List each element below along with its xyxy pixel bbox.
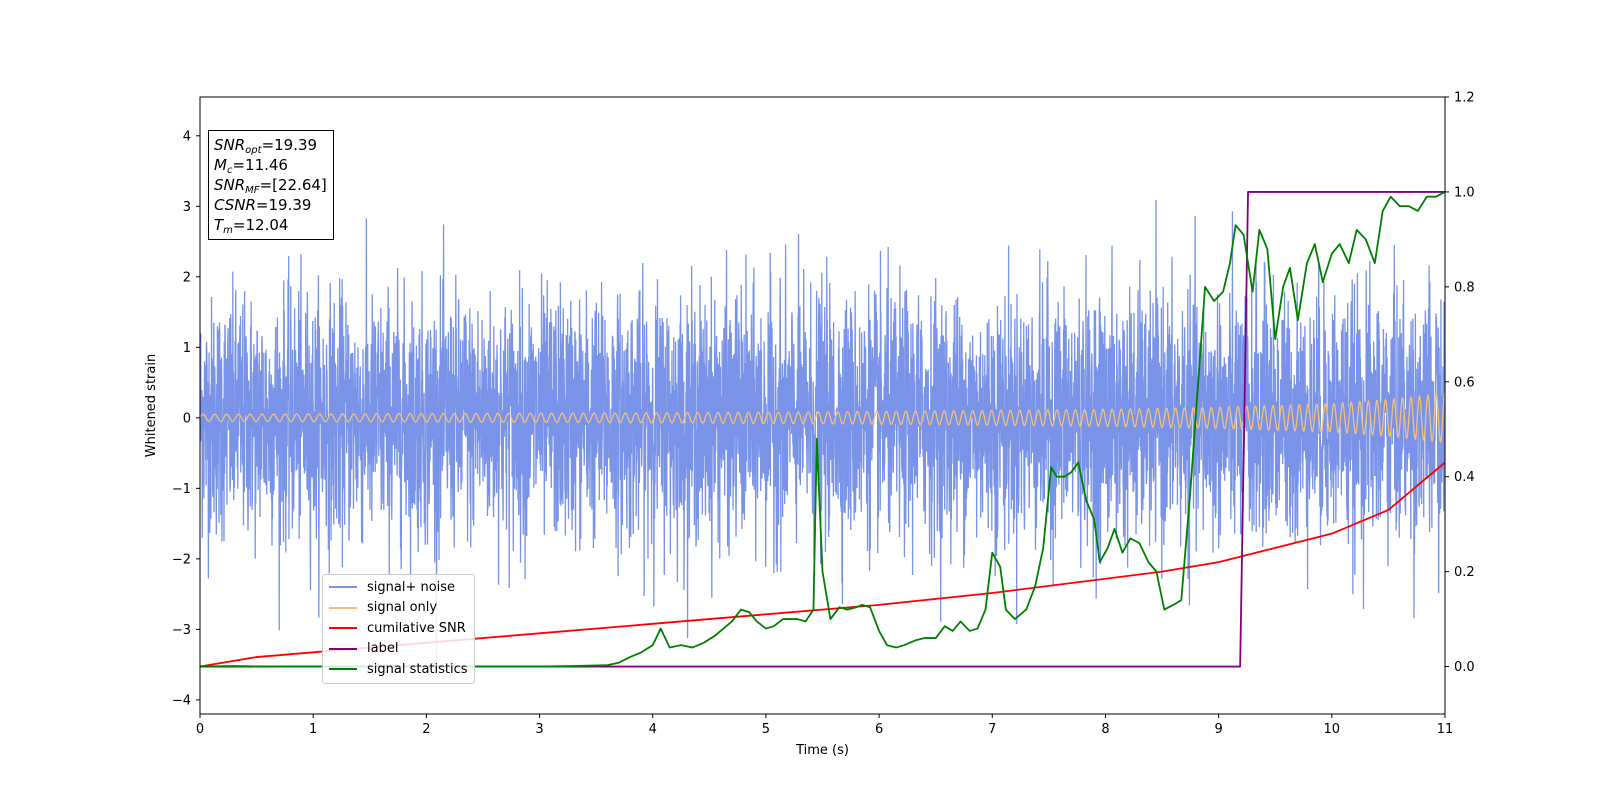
signal-only-line <box>200 391 1445 444</box>
x-tick-label: 1 <box>309 722 317 737</box>
y-tick-label: −4 <box>172 693 191 708</box>
y2-tick-label: 0.0 <box>1454 660 1475 675</box>
y2-tick-label: 0.6 <box>1454 375 1475 390</box>
y-tick-label: −3 <box>172 623 191 638</box>
mc-line: Mc=11.46 <box>214 156 288 176</box>
legend-entry-signal-noise: signal+ noise <box>329 577 468 598</box>
legend-entry-signal-statistics: signal statistics <box>329 659 468 680</box>
legend: signal+ noise signal only cumilative SNR… <box>322 574 475 684</box>
tm-line: Tm=12.04 <box>214 216 289 236</box>
legend-label: cumilative SNR <box>367 620 466 636</box>
mc-value: =11.46 <box>232 156 288 174</box>
y-tick-label: 2 <box>183 270 191 285</box>
x-tick-label: 3 <box>535 722 543 737</box>
y-tick-label: 1 <box>183 341 191 356</box>
signal-statistics-line <box>200 191 1445 668</box>
x-axis-label: Time (s) <box>795 743 849 758</box>
legend-swatch <box>329 647 357 650</box>
y-axis-label: Whitened strain <box>144 354 159 457</box>
x-tick-label: 5 <box>762 722 770 737</box>
x-tick-label: 11 <box>1437 722 1454 737</box>
y2-tick-label: 0.4 <box>1454 470 1475 485</box>
x-tick-label: 0 <box>196 722 204 737</box>
y2-tick-label: 0.8 <box>1454 280 1475 295</box>
y2-tick-label: 1.2 <box>1454 91 1475 106</box>
signal-noise-line <box>200 199 1445 663</box>
x-tick-label: 4 <box>649 722 657 737</box>
legend-label: signal+ noise <box>367 579 456 595</box>
x-tick-label: 10 <box>1324 722 1341 737</box>
y-tick-label: −1 <box>172 482 191 497</box>
x-tick-label: 2 <box>422 722 430 737</box>
legend-swatch <box>329 606 357 609</box>
signal-noise-series <box>200 199 1445 663</box>
legend-swatch <box>329 627 357 630</box>
legend-entry-label: label <box>329 639 468 660</box>
snr-opt-value: =19.39 <box>261 136 318 154</box>
x-tick-label: 9 <box>1214 722 1222 737</box>
tm-value: =12.04 <box>232 216 289 234</box>
legend-entry-cumulative-snr: cumilative SNR <box>329 618 468 639</box>
csnr-line: CSNR=19.39 <box>214 196 312 214</box>
legend-label: label <box>367 641 399 657</box>
y-tick-label: 3 <box>183 200 191 215</box>
signal-only-series <box>200 391 1445 444</box>
legend-label: signal only <box>367 600 438 616</box>
y2-tick-label: 1.0 <box>1454 185 1475 200</box>
legend-swatch <box>329 668 357 671</box>
y-tick-label: 4 <box>183 129 191 144</box>
csnr-value: =19.39 <box>255 196 312 214</box>
snr-mf-value: =[22.64] <box>259 176 327 194</box>
metrics-annotation: SNRopt=19.39 Mc=11.46 SNRMF=[22.64] CSNR… <box>208 130 334 240</box>
legend-label: signal statistics <box>367 661 468 677</box>
axes-frame <box>199 96 1446 715</box>
y2-tick-label: 0.2 <box>1454 565 1475 580</box>
snr-opt-line: SNRopt=19.39 <box>214 136 318 156</box>
legend-entry-signal-only: signal only <box>329 598 468 619</box>
y-tick-label: −2 <box>172 552 191 567</box>
legend-swatch <box>329 586 357 589</box>
x-tick-label: 6 <box>875 722 883 737</box>
snr-mf-line: SNRMF=[22.64] <box>214 176 327 196</box>
label-line <box>200 191 1445 668</box>
y-tick-label: 0 <box>183 411 191 426</box>
x-tick-label: 8 <box>1101 722 1109 737</box>
x-tick-label: 7 <box>988 722 996 737</box>
axis-ticks: 0 1 2 3 4 5 6 7 8 9 10 11 −4 −3 −2 −1 0 1 2 3 4 0.0 0.2 0.4 0.6 0… <box>172 91 1475 738</box>
